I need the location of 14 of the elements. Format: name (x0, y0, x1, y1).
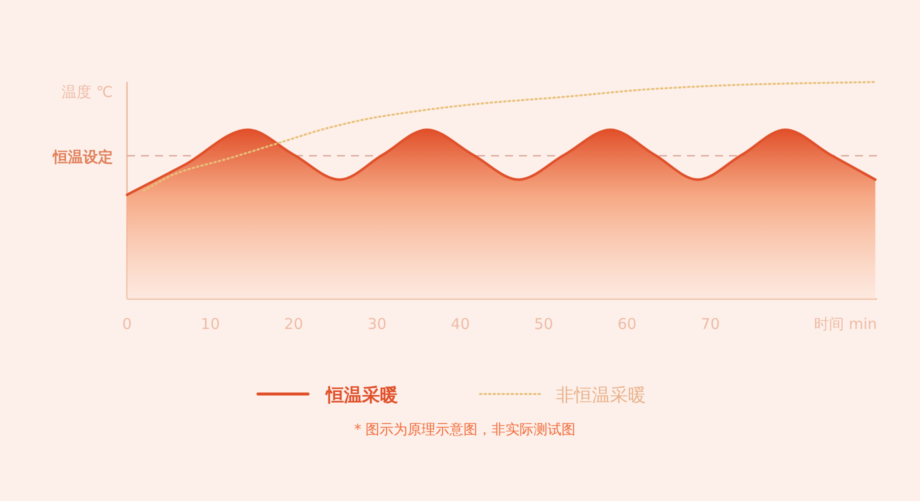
y-axis-title: 温度 ℃ (61, 83, 113, 101)
ref-line-label: 恒温设定 (52, 148, 113, 166)
x-tick-label: 40 (450, 315, 470, 333)
x-tick-label: 60 (617, 315, 637, 333)
legend-label: 非恒温采暖 (556, 385, 646, 406)
x-axis-title: 时间 min (814, 315, 877, 333)
x-tick-label: 10 (200, 315, 220, 333)
x-tick-label: 50 (534, 315, 554, 333)
x-tick-label: 0 (122, 315, 132, 333)
text: * 图示为原理示意图，非实际测试图 (354, 422, 576, 438)
x-tick-label: 70 (700, 315, 720, 333)
legend-label: 恒温采暖 (325, 385, 398, 406)
x-tick-label: 30 (367, 315, 387, 333)
x-tick-label: 20 (284, 315, 304, 333)
